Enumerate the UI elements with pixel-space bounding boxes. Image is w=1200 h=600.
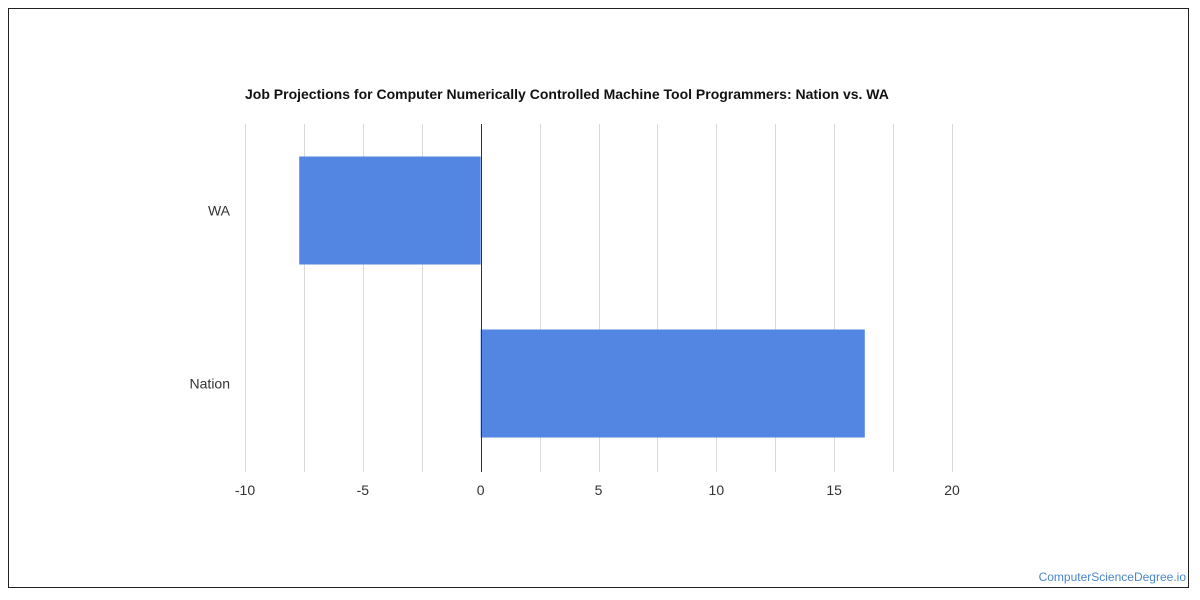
chart-title: Job Projections for Computer Numerically… (245, 86, 889, 102)
bar-wa (299, 156, 481, 265)
category-label: WA (208, 203, 231, 219)
bar-nation (480, 329, 865, 438)
bars (299, 156, 865, 438)
x-tick-labels: -10 -5 0 5 10 15 20 (235, 482, 960, 498)
category-label: Nation (190, 376, 230, 392)
category-labels: WA Nation (190, 203, 231, 392)
watermark-link[interactable]: ComputerScienceDegree.io (1038, 570, 1186, 584)
x-tick-label: 10 (709, 482, 725, 498)
x-tick-label: 5 (595, 482, 603, 498)
x-tick-label: 0 (477, 482, 485, 498)
x-tick-label: 20 (944, 482, 960, 498)
x-tick-label: 15 (826, 482, 842, 498)
chart-frame (8, 8, 1189, 588)
x-tick-label: -5 (357, 482, 370, 498)
x-tick-label: -10 (235, 482, 255, 498)
